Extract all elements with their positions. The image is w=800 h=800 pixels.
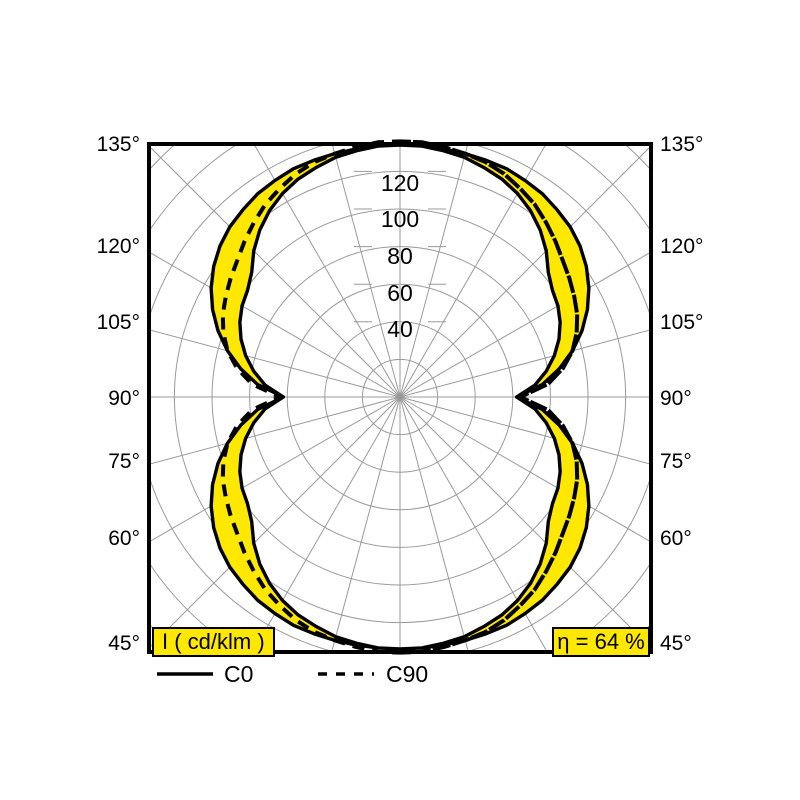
- axis-label-left-105: 105°: [96, 311, 140, 334]
- axis-label-right-60: 60°: [660, 527, 692, 550]
- intensity-unit-tag: I ( cd/klm ): [152, 627, 275, 657]
- axis-label-left-120: 120°: [96, 235, 140, 258]
- axis-label-left-75: 75°: [108, 450, 140, 473]
- radial-tick-40: 40: [387, 316, 413, 342]
- radial-tick-120: 120: [380, 170, 420, 196]
- radial-tick-60: 60: [387, 280, 413, 306]
- axis-label-right-90: 90°: [660, 387, 692, 410]
- legend-label-c0: C0: [224, 661, 254, 687]
- axis-label-right-120: 120°: [660, 235, 704, 258]
- axis-label-right-135: 135°: [660, 133, 704, 156]
- axis-label-right-75: 75°: [660, 450, 692, 473]
- radial-tick-100: 100: [380, 206, 420, 232]
- axis-label-right-45: 45°: [660, 632, 692, 655]
- axis-label-left-45: 45°: [108, 632, 140, 655]
- axis-label-right-105: 105°: [660, 311, 704, 334]
- radial-tick-80: 80: [387, 243, 413, 269]
- legend-label-c90: C90: [386, 661, 429, 687]
- axis-label-left-90: 90°: [108, 387, 140, 410]
- axis-label-left-135: 135°: [96, 133, 140, 156]
- radial-tick-marks: [354, 170, 446, 323]
- axis-label-left-60: 60°: [108, 527, 140, 550]
- efficiency-tag: η = 64 %: [552, 627, 650, 657]
- plot-frame: [147, 142, 653, 654]
